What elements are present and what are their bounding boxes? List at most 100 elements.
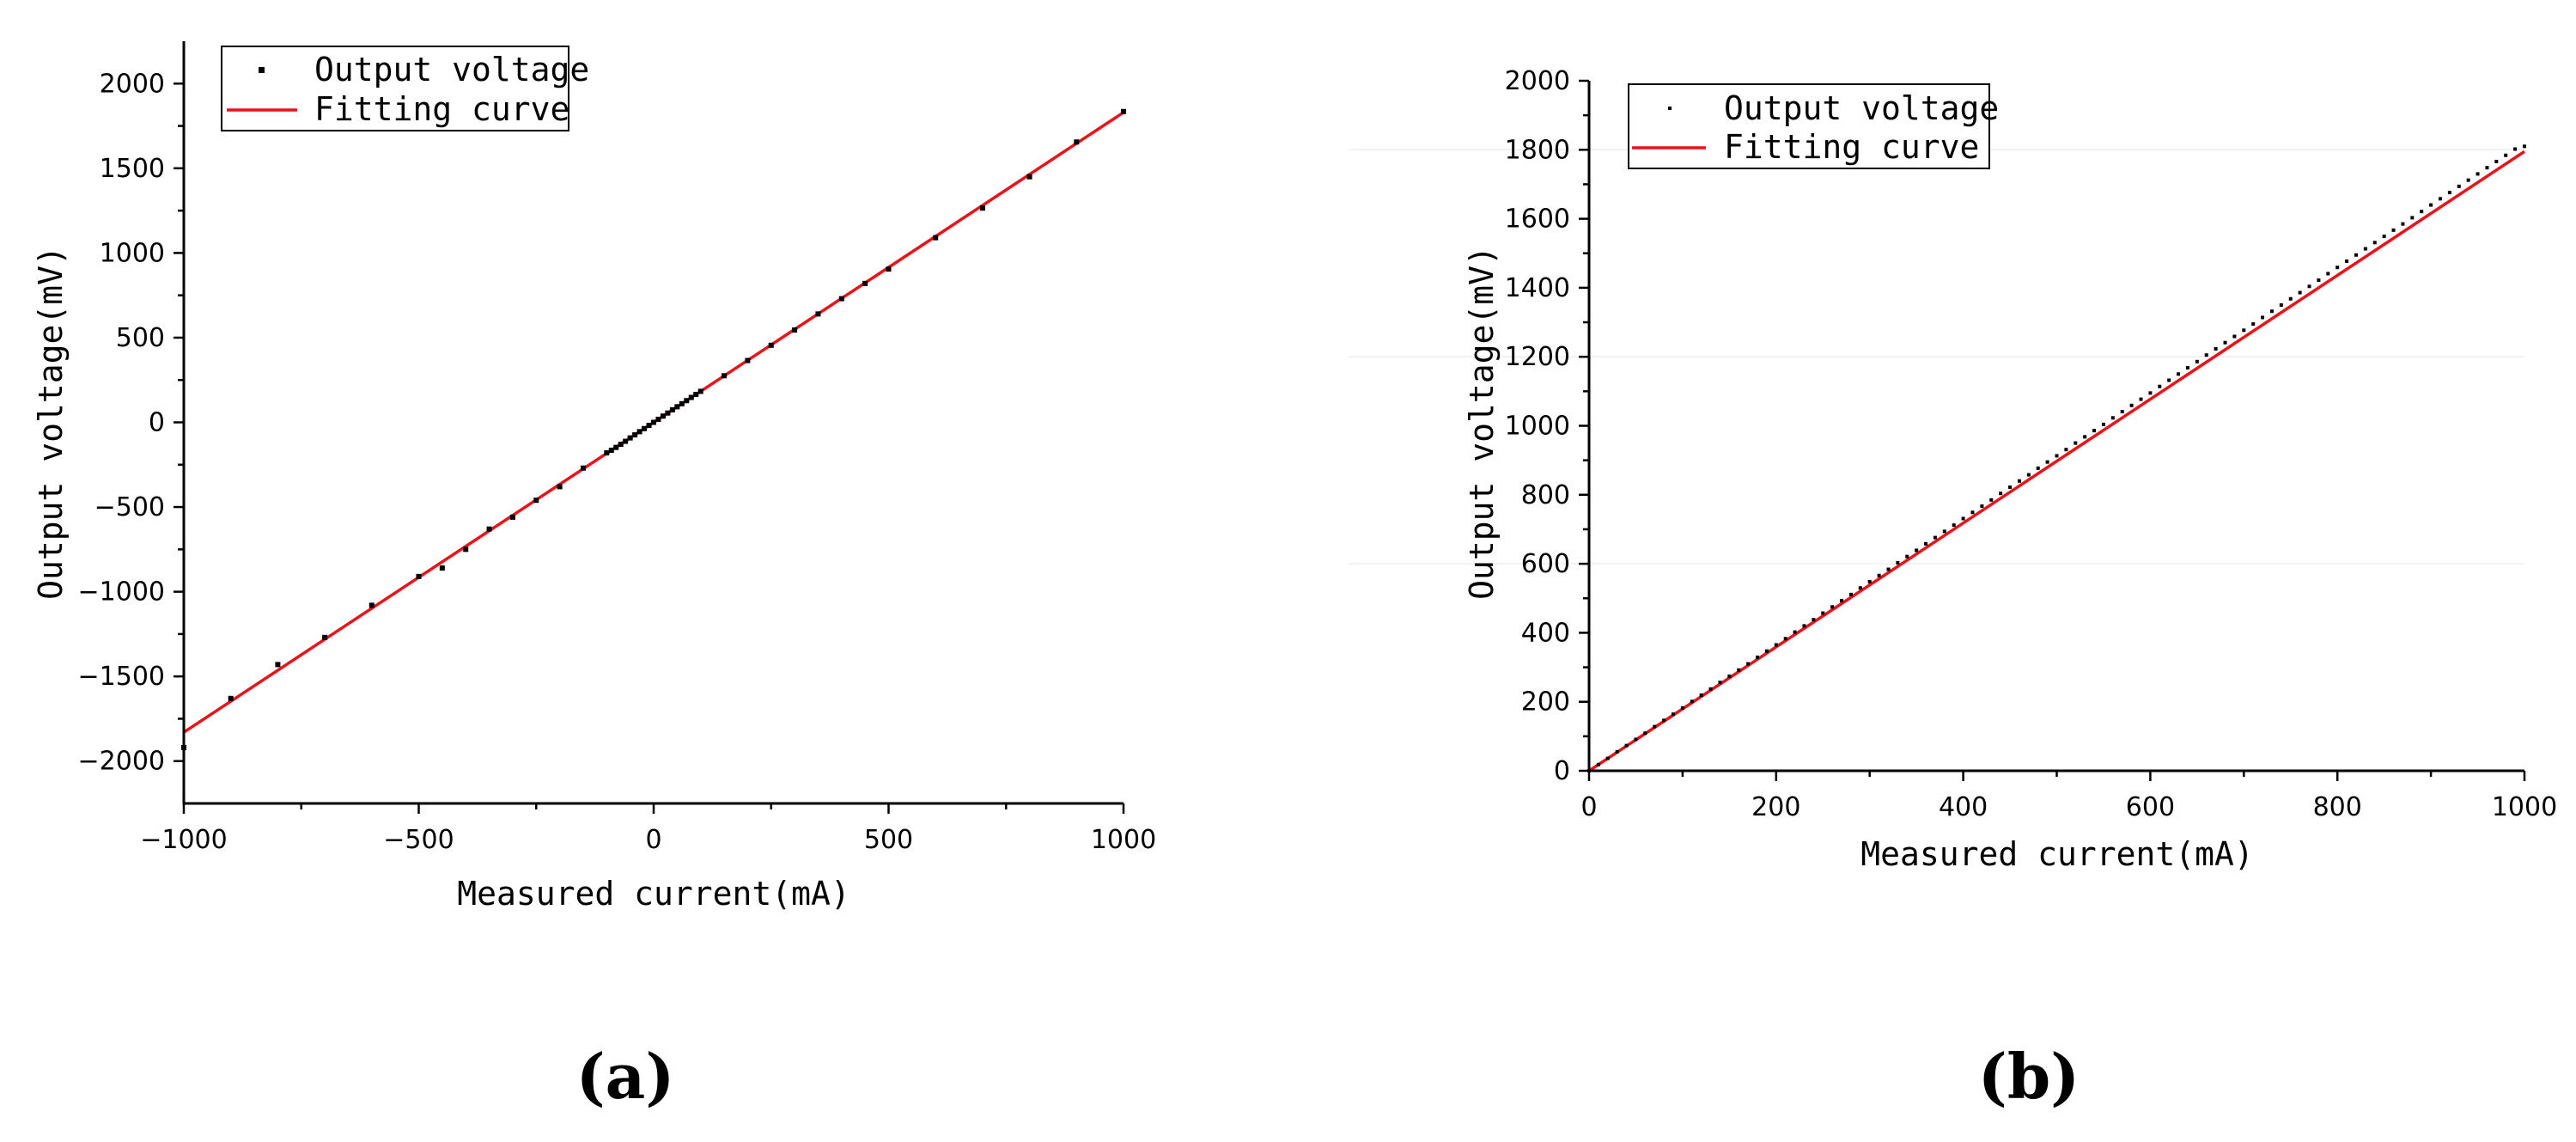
panel-a-legend-label-points: Output voltage xyxy=(314,51,589,89)
panel-a-data-point xyxy=(416,573,422,579)
panel-b-data-point xyxy=(2410,216,2415,220)
panel-b-data-point xyxy=(1708,687,1713,691)
panel-b-data-point xyxy=(1915,548,1919,553)
panel-a-data-point xyxy=(1121,108,1126,114)
panel-b-data-point xyxy=(2101,422,2105,426)
panel-b-fitting-curve xyxy=(1588,150,2525,773)
panel-b-data-point xyxy=(1840,599,1844,603)
panel-b-legend-box xyxy=(1628,83,1990,169)
panel-a-x-tick-label: 1000 xyxy=(1091,825,1156,855)
panel-b-data-point xyxy=(1662,718,1666,723)
panel-b-data-point xyxy=(2298,290,2302,295)
panel-a-data-point xyxy=(275,662,281,668)
panel-b-data-point xyxy=(1756,655,1760,659)
panel-a-data-point xyxy=(886,266,892,272)
panel-a-y-ticks: −2000 −1500 −1000 −500 0 500 1000 1500 2000 xyxy=(78,69,184,777)
panel-b-data-point xyxy=(2523,144,2526,149)
panel-a-data-point xyxy=(815,311,821,317)
panel-a-y-tick-label: −500 xyxy=(94,492,165,522)
panel-a-data-point xyxy=(533,498,539,504)
panel-b-data-point xyxy=(1672,712,1676,717)
panel-a-data-point xyxy=(632,432,638,438)
panel-a-y-axis-title: Output voltage(mV) xyxy=(32,246,70,600)
panel-a-data-point xyxy=(862,280,868,286)
panel-b-data-point xyxy=(1605,756,1610,760)
panel-b-data-point xyxy=(2242,328,2246,333)
panel-b-data-point xyxy=(2504,153,2508,157)
panel-a-data-point xyxy=(838,296,844,302)
panel-b-data-point xyxy=(1634,737,1638,742)
panel-a-x-tick-label: 0 xyxy=(645,825,661,855)
panel-b-data-point xyxy=(2158,384,2162,388)
panel-b-x-tick-label: 0 xyxy=(1580,792,1597,822)
panel-b-data-point xyxy=(1858,586,1862,590)
panel-b-data-point xyxy=(2494,159,2499,163)
panel-b-data-point xyxy=(1727,674,1732,678)
panel-b-data-point xyxy=(1699,693,1703,698)
panel-a-data-point xyxy=(768,342,774,348)
panel-a-x-tick-label: −1000 xyxy=(140,825,227,855)
panel-b-data-point xyxy=(1596,762,1600,766)
panel-b-x-tick-label: 400 xyxy=(1939,792,1988,822)
panel-b-data-point xyxy=(2372,241,2377,245)
panel-b-data-point xyxy=(2457,184,2461,188)
panel-b-data-point xyxy=(2223,340,2227,345)
panel-a-data-point xyxy=(439,565,445,571)
panel-b-data-point xyxy=(2420,210,2424,214)
panel-a-data-point xyxy=(792,327,798,333)
panel-b-y-tick-label: 1000 xyxy=(1505,412,1570,442)
chart-panel-a: −2000 −1500 −1000 −500 0 500 1000 1500 2000 −100… xyxy=(32,41,1156,1113)
panel-b-data-point xyxy=(1961,516,1965,521)
panel-b-x-tick-label: 600 xyxy=(2126,792,2175,822)
panel-b-data-point xyxy=(1643,731,1647,736)
panel-b-data-point xyxy=(2092,429,2097,433)
panel-b-data-point xyxy=(2195,359,2199,363)
panel-a-legend: Output voltage Fitting curve xyxy=(221,46,589,131)
panel-a-data-point xyxy=(228,695,234,701)
panel-a-data-point xyxy=(580,465,586,471)
panel-a-data-point xyxy=(368,602,375,608)
panel-b-y-tick-label: 0 xyxy=(1554,756,1570,786)
panel-b-data-point xyxy=(2382,235,2386,239)
panel-b-y-tick-label: 1800 xyxy=(1505,135,1570,165)
panel-a-data-point xyxy=(608,448,614,454)
panel-b-data-point xyxy=(2447,191,2451,195)
panel-a-data-point xyxy=(697,388,703,394)
panel-b-data-point xyxy=(2064,448,2068,452)
panel-a-legend-marker-points xyxy=(259,67,265,73)
panel-a-data-point xyxy=(463,547,469,553)
panel-a-y-tick-label: 500 xyxy=(116,323,165,353)
panel-b-y-tick-label: 600 xyxy=(1521,549,1570,579)
panel-b-data-point xyxy=(2185,366,2189,370)
panel-b-y-tick-label: 2000 xyxy=(1505,66,1570,96)
panel-a-data-point xyxy=(613,444,619,450)
panel-a-data-point xyxy=(688,394,694,400)
panel-a-data-point xyxy=(486,526,492,532)
panel-a-legend-box xyxy=(221,46,569,131)
panel-b-data-point xyxy=(2317,278,2321,283)
panel-b-data-point xyxy=(2110,416,2115,420)
panel-b-y-ticks: 0 200 400 600 800 1000 1200 1400 1600 1800 2000 xyxy=(1505,66,1589,786)
panel-a-data-point xyxy=(979,205,985,211)
panel-b-data-point xyxy=(2232,334,2237,339)
panel-a-data-point xyxy=(684,398,690,404)
panel-b-data-point xyxy=(1680,705,1684,710)
panel-b-data-point xyxy=(1942,529,1946,534)
panel-b-data-point xyxy=(2466,178,2470,182)
panel-b-data-point xyxy=(1896,560,1900,565)
panel-a-data-point xyxy=(646,423,652,429)
panel-b-data-point xyxy=(2363,247,2367,251)
panel-b-data-point xyxy=(2261,315,2265,320)
panel-a-x-tick-label: −500 xyxy=(383,825,454,855)
panel-a-data-point xyxy=(1026,174,1032,180)
panel-b-data-point xyxy=(1737,668,1741,672)
panel-a-data-point xyxy=(745,357,751,363)
panel-b-data-point xyxy=(2008,485,2013,489)
panel-a-data-point xyxy=(604,449,610,455)
panel-b-data-point xyxy=(2214,346,2218,351)
panel-b-data-point xyxy=(1933,535,1937,540)
panel-b-data-point xyxy=(2026,473,2031,477)
panel-a-data-point xyxy=(660,413,666,419)
panel-b-x-axis-title: Measured current(mA) xyxy=(1860,835,2254,873)
